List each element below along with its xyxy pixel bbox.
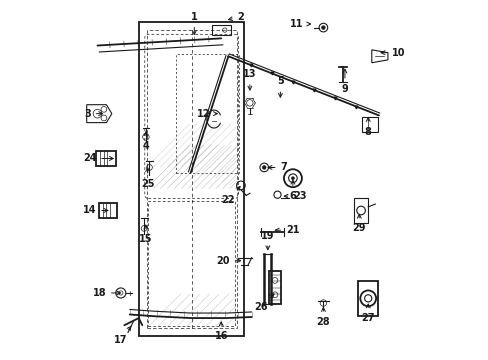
- Bar: [268, 271, 281, 304]
- Text: 10: 10: [380, 48, 405, 58]
- Text: 9: 9: [341, 69, 347, 94]
- Bar: [357, 282, 377, 316]
- Text: 18: 18: [92, 288, 120, 298]
- Text: 27: 27: [361, 304, 374, 323]
- Text: 23: 23: [284, 191, 306, 201]
- Bar: [96, 151, 116, 166]
- Text: 5: 5: [276, 76, 283, 97]
- Text: 26: 26: [253, 294, 273, 312]
- Text: 12: 12: [196, 109, 217, 119]
- Text: 7: 7: [267, 162, 287, 172]
- Bar: [99, 203, 117, 218]
- Text: 1: 1: [190, 12, 197, 35]
- Text: 8: 8: [364, 117, 371, 136]
- Text: 24: 24: [82, 153, 113, 163]
- Text: 14: 14: [82, 206, 108, 216]
- Text: 16: 16: [214, 322, 227, 341]
- Text: 28: 28: [316, 307, 329, 327]
- Text: 6: 6: [289, 180, 296, 201]
- Text: 15: 15: [139, 225, 152, 244]
- Text: 20: 20: [216, 256, 240, 266]
- Text: 21: 21: [275, 225, 299, 235]
- Bar: [353, 198, 367, 223]
- Circle shape: [262, 166, 265, 169]
- Circle shape: [291, 177, 294, 180]
- Text: 22: 22: [221, 186, 240, 205]
- Text: 19: 19: [261, 231, 274, 249]
- Circle shape: [321, 26, 325, 30]
- Text: 4: 4: [142, 132, 149, 151]
- Text: 3: 3: [84, 109, 102, 119]
- Text: 25: 25: [141, 168, 154, 189]
- Text: 13: 13: [243, 69, 256, 90]
- Text: 29: 29: [352, 214, 365, 233]
- Text: 17: 17: [114, 327, 131, 345]
- Text: 2: 2: [228, 12, 244, 22]
- Text: 11: 11: [289, 19, 310, 29]
